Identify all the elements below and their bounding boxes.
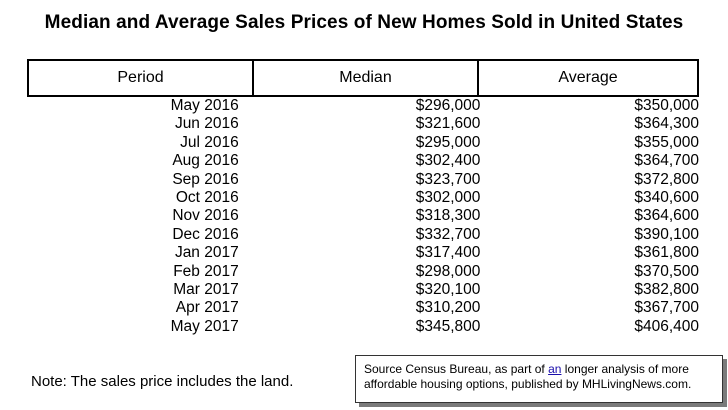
table-row: Mar 2017 $320,100 $382,800 — [27, 281, 699, 299]
median-cell: $295,000 — [415, 133, 481, 151]
average-cell: $350,000 — [634, 97, 699, 114]
average-cell: $406,400 — [634, 317, 699, 335]
table-row: Jun 2016 $321,600 $364,300 — [27, 115, 699, 133]
average-cell: $361,800 — [634, 244, 699, 262]
average-cell: $364,700 — [634, 152, 699, 170]
average-cell: $364,600 — [634, 207, 699, 225]
period-cell: Jun 2016 — [174, 115, 239, 133]
average-cell: $382,800 — [634, 280, 699, 298]
page-title: Median and Average Sales Prices of New H… — [44, 12, 684, 33]
median-cell: $298,000 — [415, 262, 481, 280]
median-cell: $317,400 — [415, 244, 481, 262]
period-cell: Sep 2016 — [172, 170, 239, 188]
source-text: Source Census Bureau, as part of — [364, 362, 549, 376]
table-row: May 2016 $296,000 $350,000 — [27, 97, 699, 115]
period-cell: May 2017 — [170, 317, 239, 335]
column-header-average: Average — [558, 69, 618, 86]
period-cell: Jul 2016 — [180, 133, 239, 151]
table-row: Sep 2016 $323,700 $372,800 — [27, 171, 699, 189]
period-cell: Mar 2017 — [173, 280, 239, 298]
table-row: Aug 2016 $302,400 $364,700 — [27, 152, 699, 170]
median-cell: $332,700 — [415, 225, 481, 243]
average-cell: $364,300 — [634, 115, 699, 133]
median-cell: $345,800 — [415, 317, 481, 335]
table-row: Jan 2017 $317,400 $361,800 — [27, 244, 699, 262]
table-row: Jul 2016 $295,000 $355,000 — [27, 134, 699, 152]
period-cell: Apr 2017 — [175, 299, 239, 317]
period-cell: Feb 2017 — [173, 262, 239, 280]
column-header-median: Median — [254, 61, 479, 95]
table-row: Dec 2016 $332,700 $390,100 — [27, 226, 699, 244]
period-cell: Nov 2016 — [172, 207, 239, 225]
average-cell: $370,500 — [634, 262, 699, 280]
average-cell: $390,100 — [634, 225, 699, 243]
median-cell: $320,100 — [415, 280, 481, 298]
table-row: Oct 2016 $302,000 $340,600 — [27, 189, 699, 207]
median-cell: $310,200 — [415, 299, 481, 317]
table-row: Nov 2016 $318,300 $364,600 — [27, 207, 699, 225]
table-row: May 2017 $345,800 $406,400 — [27, 318, 699, 336]
average-cell: $372,800 — [634, 170, 699, 188]
table-body: May 2016 $296,000 $350,000 Jun 2016 $321,60… — [27, 97, 699, 336]
median-cell: $302,400 — [415, 152, 481, 170]
average-cell: $355,000 — [634, 133, 699, 151]
column-header-period: Period — [29, 61, 254, 95]
source-text-continued: longer analysis of more — [561, 362, 689, 376]
average-cell: $340,600 — [634, 188, 699, 206]
median-cell: $296,000 — [415, 97, 481, 114]
median-cell: $318,300 — [415, 207, 481, 225]
period-cell: Aug 2016 — [172, 152, 239, 170]
period-cell: Oct 2016 — [175, 188, 239, 206]
source-link[interactable]: an — [548, 362, 562, 376]
table-row: Feb 2017 $298,000 $370,500 — [27, 263, 699, 281]
table-header: Period Median Average — [27, 59, 699, 97]
source-line-1: Source Census Bureau, as part of an long… — [364, 362, 722, 377]
source-line-2: affordable housing options, published by… — [364, 377, 692, 391]
average-cell: $367,700 — [634, 299, 699, 317]
period-cell: May 2016 — [170, 97, 239, 114]
footnote: Note: The sales price includes the land. — [31, 373, 294, 390]
median-cell: $302,000 — [415, 188, 481, 206]
period-cell: Jan 2017 — [174, 244, 239, 262]
source-box: Source Census Bureau, as part of an long… — [355, 355, 723, 403]
median-cell: $323,700 — [415, 170, 481, 188]
table-row: Apr 2017 $310,200 $367,700 — [27, 299, 699, 317]
median-cell: $321,600 — [415, 115, 481, 133]
period-cell: Dec 2016 — [172, 225, 239, 243]
